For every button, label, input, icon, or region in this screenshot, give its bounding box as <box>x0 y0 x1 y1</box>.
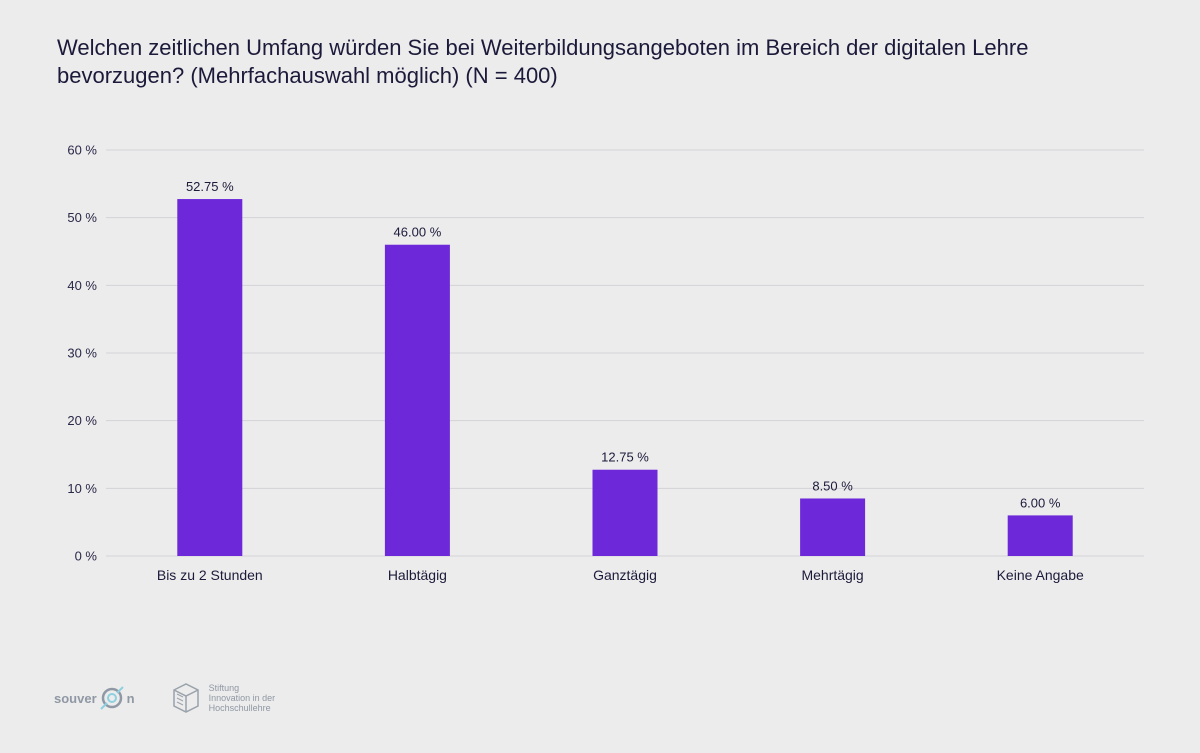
souveran-logo-text: souver <box>54 690 97 706</box>
data-label: 46.00 % <box>394 225 442 240</box>
y-tick-label: 0 % <box>75 549 98 564</box>
category-label: Halbtägig <box>388 567 447 583</box>
bar <box>384 244 450 556</box>
data-label: 6.00 % <box>1020 495 1061 510</box>
x-axis-categories: Bis zu 2 Stunden Halbtägig Ganztägig Mehrtä… <box>157 567 1084 583</box>
y-tick-label: 40 % <box>67 278 97 293</box>
y-tick-label: 60 % <box>67 143 97 158</box>
stiftung-line-2: Innovation in der <box>208 693 276 703</box>
category-label: Mehrtägig <box>801 567 863 583</box>
bar <box>177 199 243 556</box>
bars <box>177 199 1073 556</box>
category-label: Ganztägig <box>593 567 657 583</box>
category-label: Bis zu 2 Stunden <box>157 567 263 583</box>
y-tick-label: 10 % <box>67 481 97 496</box>
stiftung-logo: Stiftung Innovation in der Hochschullehr… <box>171 682 319 714</box>
chart-title: Welchen zeitlichen Umfang würden Sie bei… <box>57 35 1029 88</box>
footer-logos: souver n Stiftung Innovation in der Hoch… <box>54 678 319 718</box>
y-tick-label: 30 % <box>67 346 97 361</box>
stiftung-line-1: Stiftung <box>208 683 240 693</box>
data-label: 8.50 % <box>812 478 853 493</box>
stiftung-cube-icon <box>172 683 199 713</box>
souveran-logo: souver n <box>54 683 135 713</box>
data-label: 52.75 % <box>186 179 234 194</box>
grid-lines <box>106 149 1144 557</box>
bar <box>1007 515 1073 556</box>
y-tick-label: 20 % <box>67 413 97 428</box>
bar <box>592 469 658 556</box>
stiftung-line-3: Hochschullehre <box>208 703 271 713</box>
bar <box>800 498 866 556</box>
souveran-logo-suffix: n <box>126 690 135 706</box>
souveran-logo-mark-icon <box>99 686 124 710</box>
data-label: 12.75 % <box>601 450 649 465</box>
data-labels: 52.75 % 46.00 % 12.75 % 8.50 % 6.00 % <box>186 179 1061 510</box>
category-label: Keine Angabe <box>997 567 1084 583</box>
y-axis-ticks: 0 % 10 % 20 % 30 % 40 % 50 % 60 % <box>67 143 97 564</box>
bar-chart: 0 % 10 % 20 % 30 % 40 % 50 % 60 % 52.75 % 46.00… <box>67 143 1144 583</box>
y-tick-label: 50 % <box>67 210 97 225</box>
stiftung-logo-text: Stiftung Innovation in der Hochschullehr… <box>209 683 319 713</box>
